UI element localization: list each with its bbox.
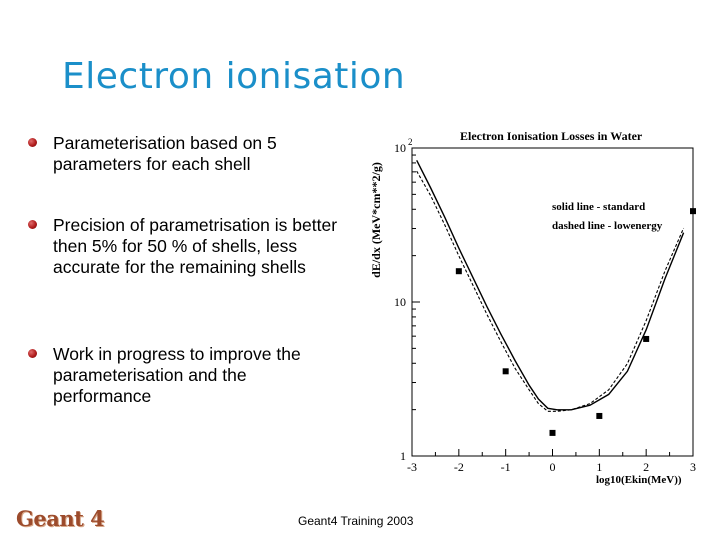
slide-title: Electron ionisation <box>62 56 406 97</box>
data-point <box>549 429 556 436</box>
x-tick-label: 0 <box>550 460 556 474</box>
bullet-text: Work in progress to improve the paramete… <box>53 344 301 406</box>
bullet-dot-icon <box>28 349 37 358</box>
x-tick-label: -2 <box>454 460 464 474</box>
y-tick-label: 10 <box>394 295 406 309</box>
y-tick-label: 1 <box>400 449 406 463</box>
plot-frame <box>411 147 694 457</box>
bullet-dot-icon <box>28 220 37 229</box>
chart-title: Electron Ionisation Losses in Water <box>460 129 643 143</box>
x-axis-label: log10(Ekin(MeV)) <box>596 474 682 486</box>
data-point <box>596 412 603 419</box>
legend-entry: solid line - standard <box>552 201 645 213</box>
bullet-text: Parameterisation based on 5 parameters f… <box>53 133 277 174</box>
legend-entry: dashed line - lowenergy <box>552 220 663 232</box>
data-point <box>690 208 696 215</box>
x-tick-label: 2 <box>643 460 649 474</box>
geant4-logo: Geant 4 <box>16 506 105 531</box>
x-tick-label: -1 <box>501 460 511 474</box>
y-tick-label: 10 <box>394 141 406 155</box>
y-tick-exponent: 2 <box>408 137 413 147</box>
series-line-lowenergy <box>416 170 685 412</box>
bullet-dot-icon <box>28 138 37 147</box>
footer-text: Geant4 Training 2003 <box>298 514 414 528</box>
x-tick-label: 3 <box>690 460 696 474</box>
data-point <box>643 335 650 342</box>
data-point <box>502 368 509 375</box>
bullet-text: Precision of parametrisation is better t… <box>53 215 338 277</box>
data-point <box>455 268 462 275</box>
y-axis-label: dE/dx (MeV*cm**2/g) <box>369 162 383 278</box>
x-tick-label: -3 <box>407 460 417 474</box>
x-tick-label: 1 <box>596 460 602 474</box>
series-line-standard <box>416 159 685 411</box>
